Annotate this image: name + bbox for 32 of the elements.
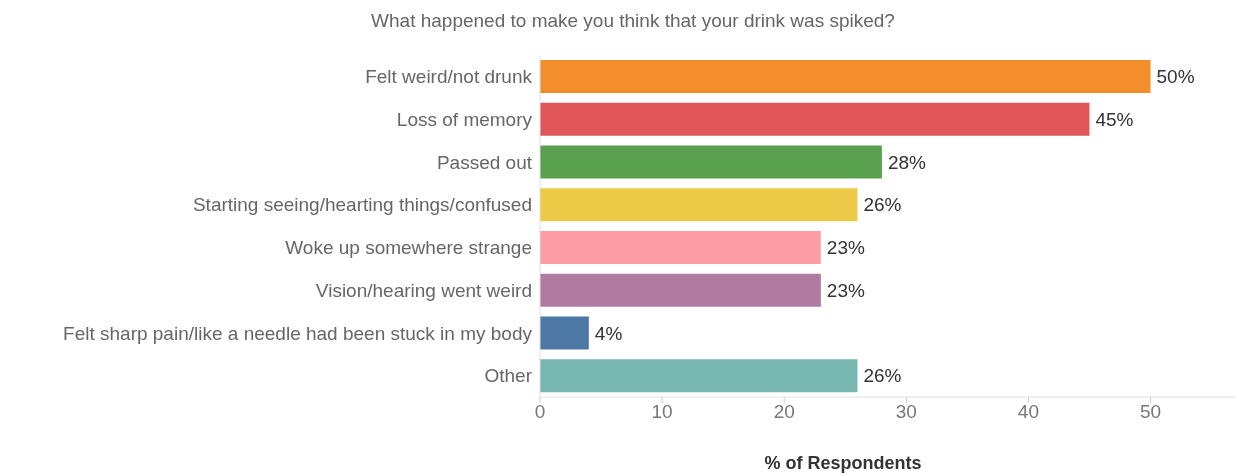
data-label: 45%	[1095, 109, 1134, 130]
data-label: 23%	[826, 279, 865, 301]
bar	[540, 60, 1151, 93]
x-tick-label: 20	[773, 401, 795, 423]
x-tick-label: 40	[1017, 401, 1039, 423]
data-label: 28%	[887, 151, 927, 173]
data-label: 50%	[1156, 66, 1195, 88]
x-tick-label: 0	[534, 401, 546, 423]
y-tick-label: Loss of memory	[396, 108, 533, 130]
x-tick-label: 10	[651, 401, 673, 423]
x-tick-label: 30	[895, 401, 917, 423]
chart-title: What happened to make you think that your drink was spiked?	[370, 10, 896, 32]
y-tick-label: Other	[484, 365, 533, 387]
y-tick-label: Felt sharp pain/like a needle had been stuck in my body	[63, 322, 533, 344]
data-label: 23%	[826, 237, 865, 259]
bar	[540, 231, 821, 264]
bar	[540, 316, 589, 350]
y-tick-label: Vision/hearing went weird	[315, 279, 532, 301]
data-label: 4%	[594, 322, 623, 344]
bar	[540, 145, 882, 179]
y-tick-label: Woke up somewhere strange	[285, 237, 532, 259]
bar	[540, 359, 858, 393]
bar	[540, 102, 1090, 136]
y-tick-label: Passed out	[436, 151, 533, 173]
x-axis-title: % of Respondents	[763, 453, 923, 474]
bar	[540, 188, 858, 222]
bar	[540, 273, 821, 307]
x-tick-label: 50	[1139, 401, 1162, 423]
y-tick-label: Felt weird/not drunk	[365, 66, 533, 88]
data-label: 26%	[863, 365, 902, 387]
data-label: 26%	[863, 194, 902, 216]
y-tick-label: Starting seeing/hearting things/confused	[192, 194, 532, 216]
